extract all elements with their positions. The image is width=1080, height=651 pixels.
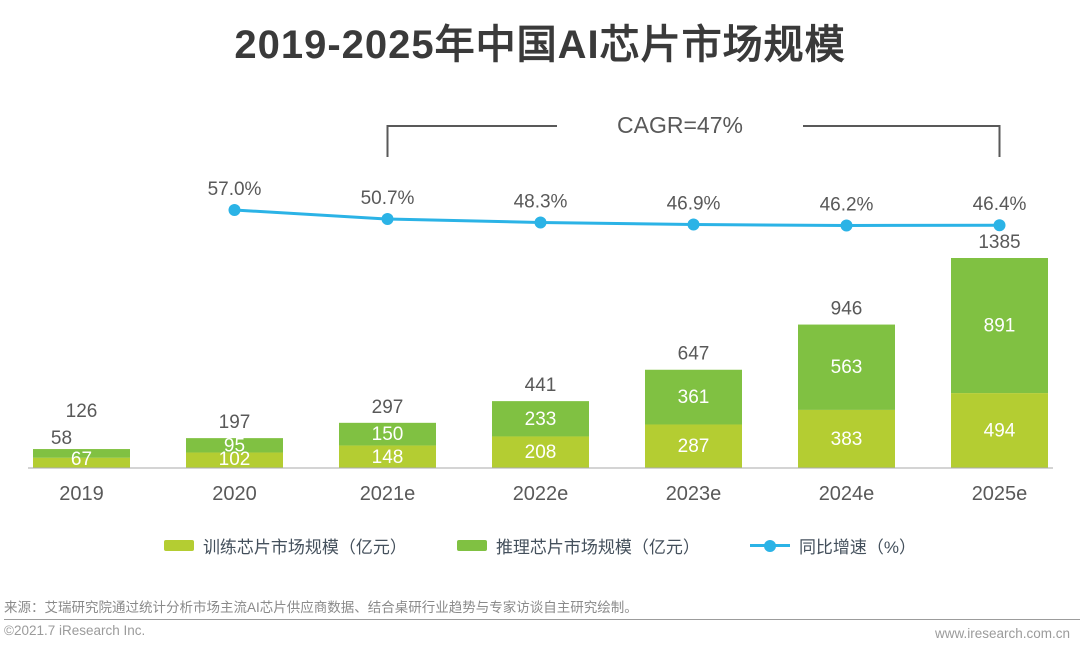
- x-axis-label-2019: 2019: [59, 483, 104, 505]
- growth-point-label: 46.2%: [820, 195, 874, 216]
- growth-point: [687, 218, 700, 231]
- growth-point: [381, 213, 394, 226]
- legend-item-train-chip: 训练芯片市场规模（亿元）: [163, 533, 407, 558]
- growth-point: [534, 216, 547, 229]
- x-axis-label-2024e: 2024e: [819, 483, 875, 505]
- growth-point-label: 57.0%: [208, 179, 262, 200]
- bar-train-2022e: [492, 436, 589, 468]
- website-text: www.iresearch.com.cn: [934, 626, 1070, 641]
- bar-total-2025e: 1385: [978, 232, 1020, 253]
- bar-train-2025e: [951, 393, 1048, 468]
- bar-label-inference-2025e: 891: [984, 316, 1016, 337]
- x-axis-label-2021e: 2021e: [360, 483, 416, 505]
- bar-label-train-2022e: 208: [525, 442, 557, 463]
- bar-total-2023e: 647: [678, 344, 710, 365]
- bar-label-train-2019: 67: [71, 449, 92, 470]
- bar-label-train-2024e: 383: [831, 429, 863, 450]
- bar-label-inference-2021e: 150: [372, 424, 404, 445]
- growth-point: [228, 204, 241, 217]
- bar-inference-2023e: [645, 369, 742, 425]
- bar-inference-2022e: [492, 401, 589, 437]
- bar-inference-2020: [186, 438, 283, 453]
- chart-title: 2019-2025年中国AI芯片市场规模: [234, 23, 846, 67]
- train-chip-swatch-icon: [163, 540, 194, 551]
- growth-point-label: 46.9%: [667, 193, 721, 214]
- source-note-row: 来源：艾瑞研究院通过统计分析市场主流AI芯片供应商数据、结合桌研行业趋势与专家访…: [4, 596, 1080, 620]
- growth-line-dot-icon: [749, 539, 790, 552]
- legend-label-train-chip: 训练芯片市场规模（亿元）: [202, 538, 407, 557]
- bar-label-inference-2022e: 233: [525, 409, 557, 430]
- growth-point: [840, 219, 853, 232]
- bar-inference-2025e: [951, 258, 1048, 394]
- bar-inference-2024e: [798, 324, 895, 410]
- copyright-text: ©2021.7 iResearch Inc.: [4, 623, 146, 638]
- bar-label-train-2021e: 148: [372, 447, 404, 468]
- growth-point-label: 48.3%: [514, 191, 568, 212]
- bar-train-2024e: [798, 409, 895, 468]
- bar-train-2023e: [645, 424, 742, 468]
- bar-inference-2019: [33, 449, 130, 458]
- bar-label-inference-2024e: 563: [831, 357, 863, 378]
- growth-point-label: 50.7%: [361, 188, 415, 209]
- x-axis-label-2022e: 2022e: [513, 483, 569, 505]
- source-note: 来源：艾瑞研究院通过统计分析市场主流AI芯片供应商数据、结合桌研行业趋势与专家访…: [4, 600, 638, 615]
- bar-train-2021e: [339, 445, 436, 468]
- bar-label-train-2023e: 287: [678, 436, 710, 457]
- bar-total-2019: 126: [66, 401, 98, 422]
- bar-train-2019: [33, 457, 130, 468]
- growth-point-label: 46.4%: [973, 194, 1027, 215]
- bar-label-inference-2023e: 361: [678, 387, 710, 408]
- bar-total-2024e: 946: [831, 299, 863, 320]
- bar-total-2022e: 441: [525, 375, 557, 396]
- bar-train-2020: [186, 452, 283, 468]
- legend-item-inference-chip: 推理芯片市场规模（亿元）: [456, 533, 700, 558]
- growth-dot-swatch: [763, 540, 776, 552]
- x-axis-label-2025e: 2025e: [972, 483, 1028, 505]
- inference-chip-swatch-icon: [456, 540, 487, 551]
- legend: 训练芯片市场规模（亿元） 推理芯片市场规模（亿元） 同比增速（%）: [0, 533, 1080, 558]
- growth-line: [234, 208, 1000, 228]
- legend-label-inference-chip: 推理芯片市场规模（亿元）: [495, 538, 700, 557]
- bar-label-inference-2020: 95: [224, 435, 245, 456]
- x-axis-label-2023e: 2023e: [666, 483, 722, 505]
- bar-label-train-2020: 102: [219, 449, 251, 470]
- bar-label-train-2025e: 494: [984, 421, 1016, 442]
- bar-label-inference-2019: 58: [51, 428, 72, 449]
- bar-inference-2021e: [339, 422, 436, 446]
- x-axis-label-2020: 2020: [212, 483, 257, 505]
- cagr-bracket: [386, 125, 1001, 157]
- legend-label-growth-rate: 同比增速（%）: [798, 538, 917, 557]
- cagr-annotation: CAGR=47%: [617, 112, 743, 138]
- bar-total-2021e: 297: [372, 397, 404, 418]
- bar-total-2020: 197: [219, 412, 251, 433]
- growth-point: [993, 219, 1006, 232]
- legend-item-growth-rate: 同比增速（%）: [749, 533, 917, 558]
